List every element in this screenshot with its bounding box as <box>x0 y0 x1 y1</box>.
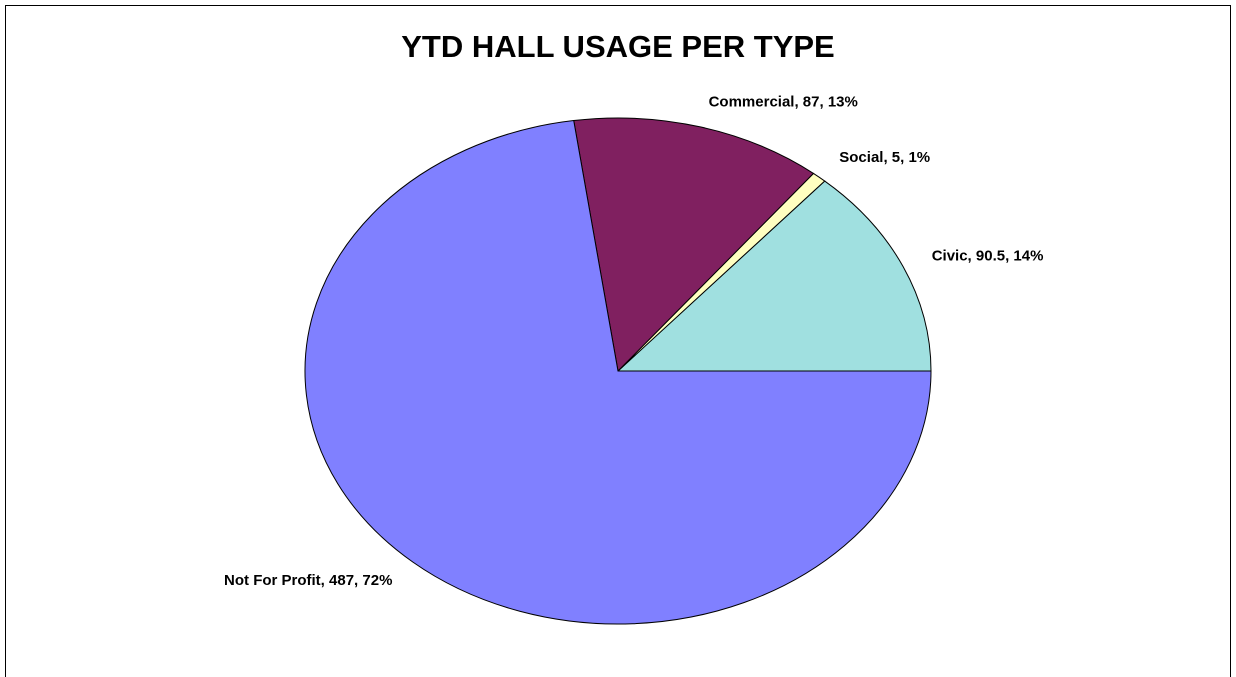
data-label: Commercial, 87, 13% <box>709 93 858 110</box>
pie-slice <box>573 117 815 373</box>
chart-title: YTD HALL USAGE PER TYPE <box>401 29 835 64</box>
data-label: Not For Profit, 487, 72% <box>224 572 392 589</box>
chart-border <box>5 5 1231 677</box>
pie-slice <box>616 180 932 372</box>
data-label: Civic, 90.5, 14% <box>932 247 1044 264</box>
data-label: Social, 5, 1% <box>839 149 930 166</box>
pie-slice <box>304 119 932 625</box>
